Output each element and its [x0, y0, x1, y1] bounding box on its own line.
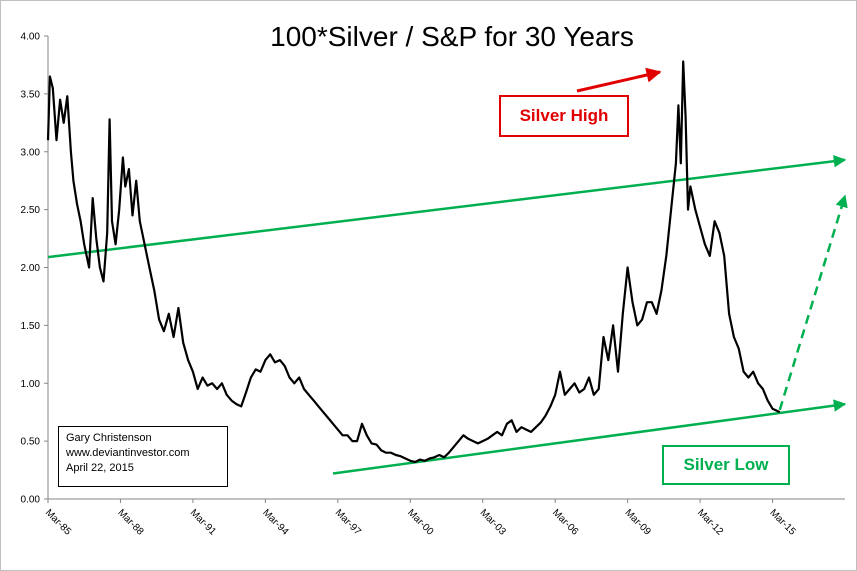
x-tick-label: Mar-85: [43, 507, 73, 537]
x-tick-label: Mar-06: [550, 507, 580, 537]
projection-arrow-dashed: [778, 194, 848, 411]
x-tick-label: Mar-88: [115, 507, 145, 537]
x-tick-label: Mar-97: [333, 507, 363, 537]
silver-high-label: Silver High: [499, 95, 629, 137]
y-tick-label: 1.50: [21, 321, 41, 332]
x-tick-label: Mar-09: [623, 507, 653, 537]
y-tick-label: 2.50: [21, 205, 41, 216]
publish-date: April 22, 2015: [66, 462, 134, 474]
trend-line: [332, 399, 847, 475]
chart-title: 100*Silver / S&P for 30 Years: [270, 21, 634, 52]
y-tick-label: 0.00: [21, 495, 41, 506]
author-website: www.deviantinvestor.com: [66, 447, 190, 459]
y-tick-label: 1.00: [21, 379, 41, 390]
author-info-box: Gary Christenson www.deviantinvestor.com…: [58, 426, 228, 487]
y-tick-label: 3.00: [21, 147, 41, 158]
y-tick-label: 2.00: [21, 263, 41, 274]
x-tick-label: Mar-94: [260, 507, 290, 537]
y-tick-label: 0.50: [21, 437, 41, 448]
silver-low-label: Silver Low: [662, 445, 790, 485]
x-tick-label: Mar-91: [188, 507, 218, 537]
series-line: [46, 60, 781, 464]
x-tick-label: Mar-15: [767, 507, 797, 537]
trend-lines: [47, 155, 848, 475]
y-tick-label: 3.50: [21, 89, 41, 100]
y-tick-label: 4.00: [21, 32, 41, 43]
annotation-arrows: [576, 67, 662, 93]
author-name: Gary Christenson: [66, 432, 152, 444]
x-tick-label: Mar-00: [405, 507, 435, 537]
x-tick-label: Mar-12: [695, 507, 725, 537]
trend-line: [47, 155, 847, 259]
silver-high-arrow: [576, 67, 662, 93]
x-tick-label: Mar-03: [478, 507, 508, 537]
series-group: [46, 60, 781, 464]
